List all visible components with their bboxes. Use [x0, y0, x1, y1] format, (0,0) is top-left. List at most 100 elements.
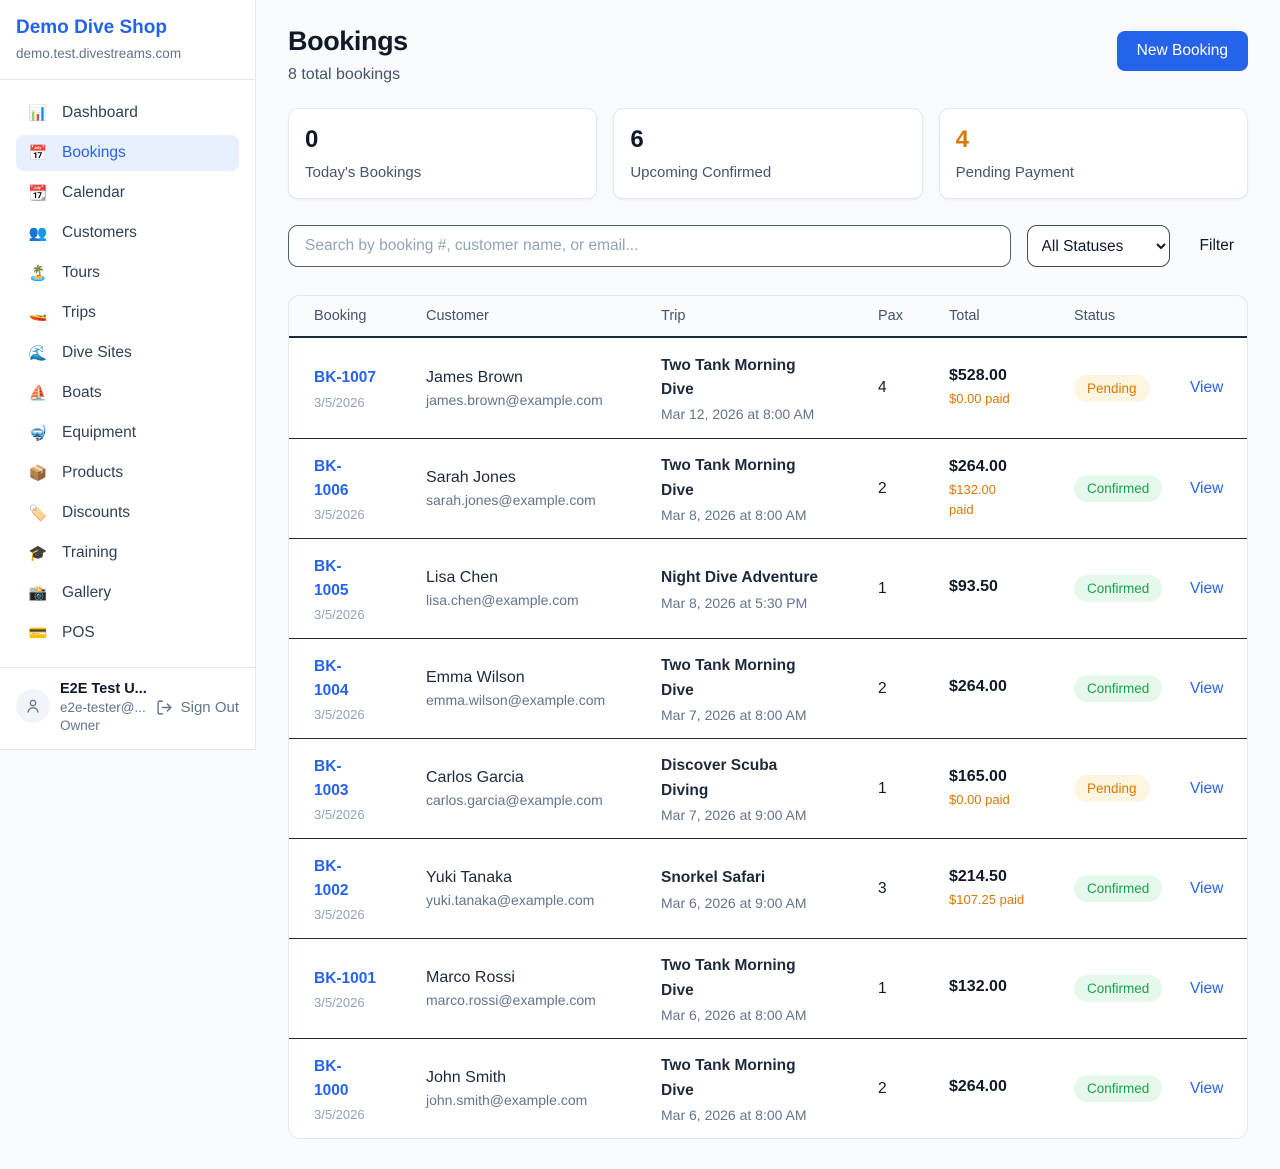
pax-cell: 2 — [878, 1079, 887, 1097]
action-cell: View — [1190, 780, 1237, 798]
stat-value: 6 — [630, 126, 644, 153]
booking-date: 3/5/2026 — [314, 607, 365, 623]
customer-email: carlos.garcia@example.com — [426, 792, 603, 808]
view-link[interactable]: View — [1190, 979, 1224, 997]
booking-id-link[interactable]: BK-1007 — [314, 369, 377, 387]
view-link[interactable]: View — [1190, 679, 1224, 697]
column-header-pax: Pax — [878, 308, 903, 324]
total-cell: $264.00 $132.00 paid — [949, 458, 1074, 519]
dashboard-icon: 📊 — [28, 105, 48, 122]
stat-value: 0 — [305, 126, 319, 153]
trip-cell: Two Tank Morning Dive Mar 7, 2026 at 8:0… — [661, 654, 878, 722]
total-amount: $528.00 — [949, 367, 1007, 385]
customer-cell: Marco Rossi marco.rossi@example.com — [426, 969, 661, 1008]
sidebar-item-dashboard[interactable]: 📊 Dashboard — [16, 95, 239, 131]
booking-cell: BK- 1004 3/5/2026 — [314, 655, 426, 722]
page-subtitle: 8 total bookings — [288, 66, 401, 83]
sidebar-item-customers[interactable]: 👥 Customers — [16, 215, 239, 251]
sidebar: Demo Dive Shop demo.test.divestreams.com… — [0, 0, 256, 750]
column-header-trip: Trip — [661, 308, 686, 324]
shop-name: Demo Dive Shop — [16, 17, 167, 38]
view-link[interactable]: View — [1190, 579, 1224, 597]
status-filter-select[interactable]: All Statuses — [1026, 225, 1170, 267]
customer-email: lisa.chen@example.com — [426, 592, 579, 608]
customer-name: Yuki Tanaka — [426, 869, 512, 886]
sidebar-item-label: Dive Sites — [62, 344, 132, 361]
sidebar-item-pos[interactable]: 💳 POS — [16, 615, 239, 651]
avatar — [16, 689, 50, 723]
trip-datetime: Mar 6, 2026 at 8:00 AM — [661, 1106, 807, 1123]
customer-name: Lisa Chen — [426, 569, 499, 586]
sidebar-user-section: E2E Test U... e2e-tester@... Owner Sign … — [0, 667, 255, 749]
total-amount: $132.00 — [949, 977, 1007, 995]
trip-name: Two Tank Morning Dive — [661, 457, 796, 499]
customer-email: marco.rossi@example.com — [426, 992, 596, 1008]
booking-id-link[interactable]: BK- 1003 — [314, 757, 349, 799]
sidebar-item-bookings[interactable]: 📅 Bookings — [16, 135, 239, 171]
customer-name: John Smith — [426, 1069, 507, 1086]
pax-cell: 4 — [878, 379, 887, 396]
customer-name: Emma Wilson — [426, 669, 525, 686]
sidebar-item-training[interactable]: 🎓 Training — [16, 535, 239, 571]
view-link[interactable]: View — [1190, 379, 1224, 396]
sidebar-item-boats[interactable]: ⛵ Boats — [16, 375, 239, 411]
training-icon: 🎓 — [28, 545, 48, 562]
booking-cell: BK-1007 3/5/2026 — [314, 366, 426, 409]
booking-id-link[interactable]: BK- 1002 — [314, 857, 349, 899]
search-input[interactable] — [288, 225, 1011, 267]
user-role: Owner — [60, 718, 100, 733]
sidebar-item-gallery[interactable]: 📸 Gallery — [16, 575, 239, 611]
gallery-icon: 📸 — [28, 585, 48, 602]
sidebar-item-calendar[interactable]: 📆 Calendar — [16, 175, 239, 211]
trips-icon: 🚤 — [28, 305, 48, 322]
sidebar-item-equipment[interactable]: 🤿 Equipment — [16, 415, 239, 451]
customer-email: emma.wilson@example.com — [426, 692, 606, 708]
pax-cell: 3 — [878, 879, 887, 897]
booking-id-link[interactable]: BK- 1005 — [314, 557, 349, 599]
total-amount: $214.50 — [949, 867, 1007, 885]
sidebar-item-discounts[interactable]: 🏷️ Discounts — [16, 495, 239, 531]
sidebar-item-label: Dashboard — [62, 104, 138, 121]
user-email: e2e-tester@... — [60, 700, 146, 715]
status-cell: Confirmed — [1074, 1075, 1190, 1102]
sidebar-item-trips[interactable]: 🚤 Trips — [16, 295, 239, 331]
booking-id-link[interactable]: BK- 1004 — [314, 657, 349, 699]
new-booking-button[interactable]: New Booking — [1116, 31, 1248, 71]
customer-cell: John Smith john.smith@example.com — [426, 1069, 661, 1108]
status-cell: Confirmed — [1074, 675, 1190, 702]
booking-id-link[interactable]: BK- 1006 — [314, 457, 349, 499]
sidebar-item-tours[interactable]: 🏝️ Tours — [16, 255, 239, 291]
sign-out-icon — [157, 700, 172, 715]
customer-name: Marco Rossi — [426, 969, 515, 986]
view-link[interactable]: View — [1190, 479, 1224, 497]
booking-id-link[interactable]: BK-1001 — [314, 969, 377, 987]
action-cell: View — [1190, 880, 1237, 898]
trip-name: Two Tank Morning Dive — [661, 1057, 796, 1099]
tours-icon: 🏝️ — [28, 265, 48, 282]
stat-card-pending-payment: 4 Pending Payment — [938, 108, 1248, 199]
table-row: BK- 1003 3/5/2026 Carlos Garcia carlos.g… — [289, 738, 1247, 838]
sidebar-item-label: Customers — [62, 224, 137, 241]
action-cell: View — [1190, 379, 1237, 397]
calendar-icon: 📆 — [28, 185, 48, 202]
paid-amount: $107.25 paid — [949, 891, 1025, 907]
view-link[interactable]: View — [1190, 779, 1224, 797]
sidebar-item-products[interactable]: 📦 Products — [16, 455, 239, 491]
booking-date: 3/5/2026 — [314, 1107, 365, 1123]
shop-domain: demo.test.divestreams.com — [16, 46, 182, 61]
sidebar-item-label: Trips — [62, 304, 96, 321]
table-row: BK- 1002 3/5/2026 Yuki Tanaka yuki.tanak… — [289, 838, 1247, 938]
table-row: BK-1007 3/5/2026 James Brown james.brown… — [289, 338, 1247, 438]
stat-label: Today's Bookings — [305, 164, 422, 181]
column-header-total: Total — [949, 308, 980, 324]
sidebar-item-dive-sites[interactable]: 🌊 Dive Sites — [16, 335, 239, 371]
sign-out-button[interactable]: Sign Out — [156, 699, 239, 716]
booking-id-link[interactable]: BK- 1000 — [314, 1057, 349, 1099]
view-link[interactable]: View — [1190, 879, 1224, 897]
booking-cell: BK- 1002 3/5/2026 — [314, 855, 426, 922]
booking-date: 3/5/2026 — [314, 394, 365, 410]
person-icon — [27, 699, 39, 713]
total-cell: $93.50 — [949, 578, 1074, 600]
view-link[interactable]: View — [1190, 1079, 1224, 1097]
filter-button[interactable]: Filter — [1186, 237, 1248, 255]
